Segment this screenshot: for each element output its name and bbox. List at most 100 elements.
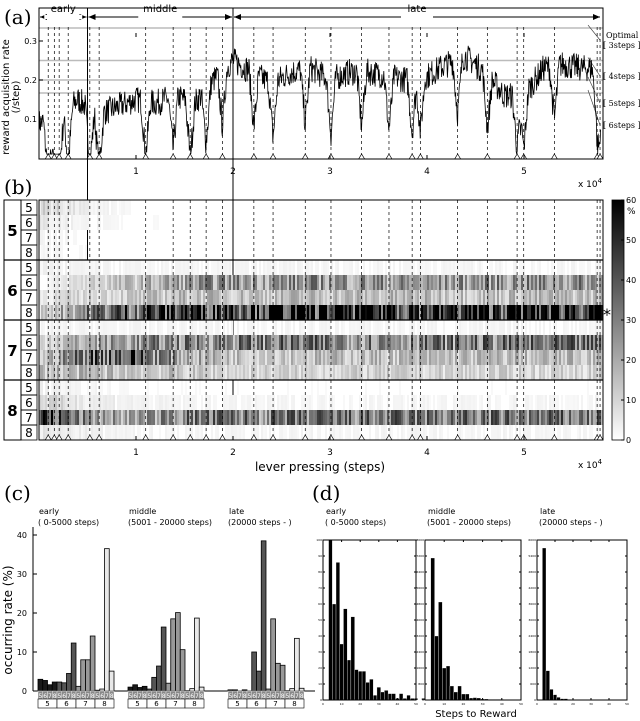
heatmap-cell	[95, 425, 97, 440]
heatmap-cell	[537, 395, 539, 410]
heatmap-cell	[135, 395, 137, 410]
heatmap-cell	[151, 395, 153, 410]
heatmap-cell	[249, 365, 251, 380]
bar	[132, 684, 138, 692]
heatmap-cell	[593, 410, 595, 425]
heatmap-cell	[185, 350, 187, 365]
heatmap-cell	[91, 335, 93, 350]
heatmap-cell	[143, 350, 145, 365]
heatmap-cell	[483, 425, 485, 440]
heatmap-cell	[81, 395, 83, 410]
heatmap-cell	[465, 275, 467, 290]
heatmap-cell	[187, 395, 189, 410]
heatmap-cell	[301, 410, 303, 425]
heatmap-cell	[237, 335, 239, 350]
heatmap-cell	[529, 305, 531, 320]
heatmap-cell	[53, 395, 55, 410]
heatmap-cell	[551, 425, 553, 440]
heatmap-cell	[215, 260, 217, 275]
bar	[89, 635, 96, 692]
heatmap-cell	[59, 425, 61, 440]
x-tick-label: 50	[625, 702, 629, 706]
heatmap-cell	[67, 425, 69, 440]
heatmap-cell	[71, 365, 73, 380]
heatmap-cell	[401, 425, 403, 440]
heatmap-cell	[217, 305, 219, 320]
heatmap-cell	[365, 350, 367, 365]
heatmap-cell	[183, 395, 185, 410]
heatmap-cell	[161, 275, 163, 290]
heatmap-cell	[429, 320, 431, 335]
heatmap-cell	[281, 305, 283, 320]
heatmap-cell	[549, 305, 551, 320]
heatmap-cell	[499, 260, 501, 275]
heatmap-cell	[565, 425, 567, 440]
heatmap-cell	[171, 395, 173, 410]
heatmap-cell	[425, 335, 427, 350]
heatmap-cell	[285, 335, 287, 350]
heatmap-cell	[359, 395, 361, 410]
subrow-label-box	[20, 424, 38, 441]
heatmap-cell	[303, 290, 305, 305]
heatmap-cell	[251, 305, 253, 320]
heatmap-cell	[251, 260, 253, 275]
heatmap-cell	[415, 305, 417, 320]
heatmap-cell	[41, 320, 43, 335]
heatmap-cell	[537, 410, 539, 425]
heatmap-cell	[427, 260, 429, 275]
heatmap-cell	[297, 305, 299, 320]
heatmap-cell	[399, 260, 401, 275]
heatmap-cell	[531, 410, 533, 425]
heatmap-cell	[349, 260, 351, 275]
heatmap-cell	[509, 410, 511, 425]
heatmap-cell	[169, 350, 171, 365]
subcategory-label: 7	[105, 693, 109, 700]
heatmap-cell	[369, 410, 371, 425]
heatmap-cell	[505, 305, 507, 320]
heatmap-cell	[143, 365, 145, 380]
heatmap-cell	[39, 305, 41, 320]
heatmap-cell	[563, 410, 565, 425]
heatmap-cell	[459, 320, 461, 335]
heatmap-cell	[45, 215, 47, 230]
subrow-label: 7	[25, 231, 33, 245]
heatmap-cell	[153, 215, 155, 230]
heatmap-cell	[329, 335, 331, 350]
heatmap-cell	[355, 320, 357, 335]
heatmap-cell	[135, 350, 137, 365]
heatmap-cell	[275, 290, 277, 305]
heatmap-cell	[517, 350, 519, 365]
heatmap-cell	[105, 365, 107, 380]
heatmap-cell	[517, 305, 519, 320]
heatmap-cell	[227, 395, 229, 410]
heatmap-cell	[305, 290, 307, 305]
heatmap-cell	[375, 320, 377, 335]
heatmap-cell	[385, 410, 387, 425]
heatmap-cell	[261, 320, 263, 335]
y-tick-label: 20	[17, 609, 27, 618]
heatmap-cell	[515, 320, 517, 335]
heatmap-cell	[97, 215, 99, 230]
heatmap-cell	[499, 410, 501, 425]
heatmap-cell	[491, 425, 493, 440]
y-tick-label: 3600	[528, 602, 536, 606]
heatmap-cell	[297, 275, 299, 290]
heatmap-cell	[393, 275, 395, 290]
heatmap-cell	[463, 305, 465, 320]
heatmap-cell	[389, 320, 391, 335]
heatmap-cell	[401, 305, 403, 320]
heatmap-cell	[159, 335, 161, 350]
heatmap-cell	[575, 275, 577, 290]
heatmap-cell	[313, 275, 315, 290]
heatmap-cell	[129, 260, 131, 275]
heatmap-cell	[119, 410, 121, 425]
heatmap-cell	[123, 410, 125, 425]
heatmap-cell	[101, 365, 103, 380]
heatmap-cell	[183, 320, 185, 335]
plot-frame	[536, 539, 628, 701]
heatmap-cell	[587, 410, 589, 425]
heatmap-cell	[275, 410, 277, 425]
heatmap-cell	[497, 425, 499, 440]
heatmap-cell	[175, 410, 177, 425]
heatmap-cell	[55, 320, 57, 335]
